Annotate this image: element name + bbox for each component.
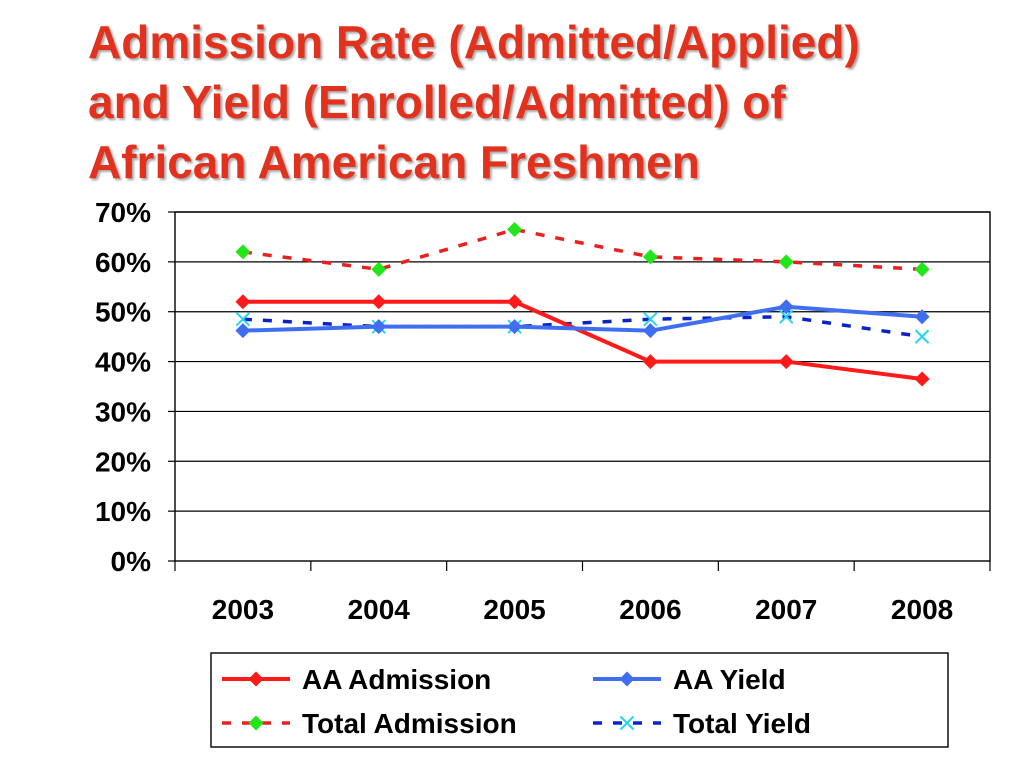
legend-swatch-marker xyxy=(248,715,264,731)
data-point xyxy=(914,329,930,344)
x-tick-label: 2008 xyxy=(891,594,953,625)
data-point xyxy=(235,294,251,310)
y-tick-label: 60% xyxy=(95,247,151,278)
data-point xyxy=(371,294,387,310)
data-point xyxy=(778,254,794,270)
data-point xyxy=(642,354,658,370)
x-tick-label: 2006 xyxy=(619,594,681,625)
data-point xyxy=(779,309,794,324)
data-point xyxy=(507,221,523,237)
series-line xyxy=(242,314,923,339)
data-point xyxy=(643,311,658,327)
legend: AA Admission AA Yield Total Admission Total… xyxy=(210,652,949,748)
y-tick-label: 40% xyxy=(95,347,151,378)
legend-swatch-marker xyxy=(248,671,264,687)
x-tick-label: 2004 xyxy=(348,594,411,625)
data-point xyxy=(507,294,523,310)
legend-swatch-marker xyxy=(619,715,635,731)
data-point xyxy=(914,261,930,277)
legend-item: Total Yield xyxy=(593,708,811,739)
data-point xyxy=(642,323,658,339)
legend-label: Total Yield xyxy=(673,708,811,739)
y-tick-label: 20% xyxy=(95,446,151,477)
data-point xyxy=(914,309,930,325)
series-aa-admission xyxy=(235,294,930,387)
title-line-2: and Yield (Enrolled/Admitted) of xyxy=(88,76,786,128)
y-tick-label: 30% xyxy=(95,396,151,427)
plot-area-border xyxy=(174,211,991,562)
data-point xyxy=(235,311,251,327)
y-tick-label: 10% xyxy=(95,496,151,527)
series-line xyxy=(242,304,923,333)
series-total-admission xyxy=(235,221,930,277)
legend-box xyxy=(210,652,949,748)
x-tick-label: 2003 xyxy=(212,594,274,625)
data-point xyxy=(778,354,794,370)
y-tick-label: 50% xyxy=(95,297,151,328)
data-point xyxy=(235,244,251,260)
legend-item: AA Admission xyxy=(222,664,491,695)
legend-label: Total Admission xyxy=(302,708,517,739)
y-tick-label: 70% xyxy=(95,197,151,228)
data-point xyxy=(778,299,794,315)
data-point xyxy=(642,249,658,265)
legend-swatch-marker xyxy=(619,671,635,687)
legend-label: AA Yield xyxy=(673,664,786,695)
series-line xyxy=(242,227,923,272)
legend-label: AA Admission xyxy=(302,664,491,695)
y-tick-label: 0% xyxy=(111,546,152,577)
data-point xyxy=(371,319,387,335)
legend-item: Total Admission xyxy=(222,708,517,739)
series-aa-yield xyxy=(235,299,930,339)
x-tick-label: 2005 xyxy=(483,594,545,625)
data-point xyxy=(235,323,251,339)
title-line-1: Admission Rate (Admitted/Applied) xyxy=(88,16,860,68)
data-point xyxy=(371,261,387,277)
data-point xyxy=(507,319,523,335)
series-line xyxy=(242,299,923,382)
title-line-3: African American Freshmen xyxy=(88,136,700,188)
legend-item: AA Yield xyxy=(593,664,786,695)
chart-title: Admission Rate (Admitted/Applied) and Yi… xyxy=(88,12,1008,192)
x-tick-label: 2007 xyxy=(755,594,817,625)
data-point xyxy=(914,371,930,387)
